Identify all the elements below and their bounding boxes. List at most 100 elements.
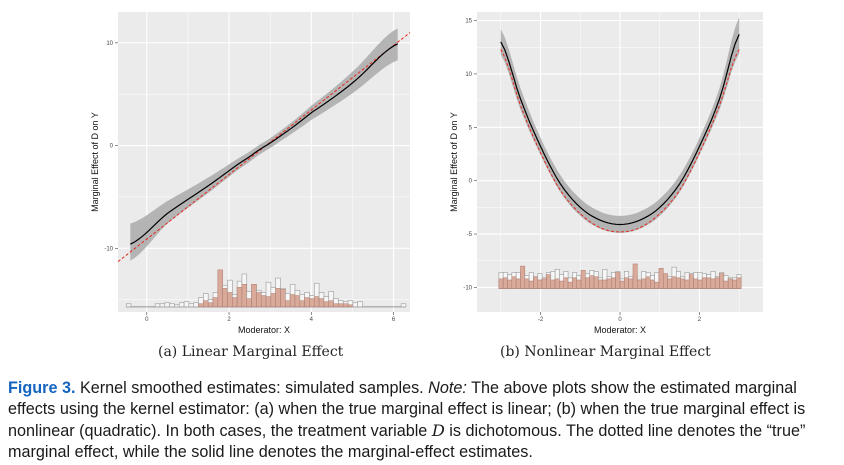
- panel-b-hist-bar-treated: [727, 278, 733, 289]
- panel-b-hist-bar-treated: [650, 279, 655, 289]
- panel-a-estimate-line: [130, 43, 398, 245]
- panel-b-hist-bar-treated: [598, 279, 603, 289]
- panel-a-hist-bar-control: [183, 301, 190, 308]
- panel-a-ytick-label: 0: [110, 144, 114, 150]
- panel-b-hist-bar-treated: [602, 279, 608, 289]
- panel-a-ytick-label: 10: [106, 41, 113, 47]
- panel-a-hist-bar-control: [400, 303, 407, 308]
- panel-b-hist-bar-treated: [563, 277, 569, 289]
- panel-b-hist-bar-treated: [680, 278, 686, 289]
- panel-b-hist-bar-treated: [606, 278, 612, 289]
- caption-text-part2: is dichotomous. The dotted line denotes …: [8, 422, 806, 461]
- panel-a-hist-bar-treated: [212, 297, 219, 308]
- panel-a-hist-bar-control: [164, 302, 170, 308]
- panel-b-hist-bar-treated: [589, 275, 595, 289]
- panel-b-hist-bar-treated: [723, 280, 729, 289]
- panel-a-hist-bar-treated: [241, 284, 248, 308]
- panel-b-ytick-label: -5: [467, 232, 473, 238]
- panel-b-y-axis-title: Marginal Effect of D on Y: [449, 112, 459, 212]
- panel-a-x-axis-title: Moderator: X: [238, 325, 290, 335]
- subcaption-a: (a) Linear Marginal Effect: [158, 344, 344, 360]
- panel-a-hist-bar-treated: [222, 288, 228, 308]
- panel-b-hist-bar-treated: [654, 281, 660, 289]
- panel-b-hist-bar-treated: [520, 265, 526, 289]
- panel-b-hist-bar-treated: [645, 276, 651, 289]
- panel-a-hist-bar-treated: [347, 304, 354, 308]
- panel-a-hist-bar-treated: [338, 303, 344, 308]
- panel-b-xtick-label: -2: [538, 317, 544, 323]
- panel-a-xtick-label: 2: [227, 317, 231, 323]
- panel-a-hist-bar-treated: [270, 293, 276, 308]
- panel-b-hist-bar-treated: [528, 280, 534, 289]
- panel-b-ytick-label: -10: [463, 285, 472, 291]
- panel-b-hist-bar-treated: [697, 279, 703, 289]
- panel-b-hist-bar-treated: [576, 279, 582, 289]
- panel-b-hist-bar-treated: [641, 278, 647, 289]
- panel-b-hist-bar-treated: [546, 274, 552, 289]
- panel-a-hist-bar-treated: [333, 303, 339, 308]
- panel-b-hist-bar-treated: [632, 263, 638, 289]
- figure: 0 2 4 6 -10 0 10 Moderator: X Marginal Effect of…: [90, 12, 763, 335]
- panel-a-hist-bar-treated: [328, 300, 334, 308]
- panel-a-hist-bar-control: [159, 303, 166, 308]
- panel-b-estimate-line: [500, 34, 740, 226]
- panel-b-hist-bar-treated: [675, 277, 681, 289]
- panel-b-xtick-label: 2: [698, 317, 702, 323]
- panel-b-confidence-band: [500, 17, 740, 233]
- panel-a-hist-bar-control: [174, 304, 180, 308]
- panel-a-hist-bar-treated: [289, 294, 296, 308]
- panel-b-hist-bar-treated: [663, 273, 668, 289]
- panel-a-hist-bar-control: [193, 302, 199, 308]
- panel-a-hist-bar-treated: [309, 298, 315, 308]
- panel-a-hist-bar-control: [154, 303, 161, 308]
- panel-a-hist-bar-treated: [314, 296, 320, 308]
- panel-b-hist-bar-treated: [688, 274, 694, 289]
- panel-b-xtick-label: 0: [618, 317, 622, 323]
- panel-b-hist-bar-treated: [714, 277, 720, 289]
- panel-a-y-axis-title: Marginal Effect of D on Y: [90, 112, 100, 212]
- panel-b-hist-bar-treated: [502, 277, 508, 289]
- panel-a-hist-bar-control: [125, 303, 132, 308]
- panel-b-hist-bar-treated: [693, 278, 699, 289]
- panel-a-confidence-band: [130, 28, 398, 261]
- panel-a-hist-bar-treated: [207, 302, 214, 308]
- panel-b-true-effect-line: [500, 49, 740, 233]
- panel-b-hist-bar-treated: [515, 278, 521, 289]
- panel-b-hist-bar-treated: [498, 278, 504, 289]
- panel-a-hist-bar-treated: [227, 292, 233, 308]
- panel-a-ytick-label: -10: [104, 246, 113, 252]
- panel-a-hist-bar-treated: [280, 289, 286, 308]
- panel-b-hist-bar-treated: [585, 277, 590, 289]
- panel-a-hist-bar-control: [352, 302, 358, 308]
- panel-a-hist-bar-treated: [318, 298, 325, 308]
- panel-b-hist-bar-treated: [533, 276, 539, 289]
- panel-b-hist-bar-treated: [572, 277, 577, 289]
- caption-text-part1: The above plots show the estimated margi…: [8, 379, 806, 440]
- panel-a-hist-bar-treated: [256, 292, 262, 308]
- panel-a-hist-bar-treated: [265, 296, 272, 308]
- panel-a-hist-bar-treated: [299, 300, 305, 308]
- panel-b-hist-bar-treated: [706, 277, 712, 289]
- panel-b-hist-bar-treated: [637, 279, 642, 289]
- panel-b-hist-bar-treated: [619, 280, 625, 289]
- panel-a-hist-bar-treated: [203, 300, 209, 308]
- panel-b-hist-bar-treated: [559, 280, 565, 289]
- panel-b-ytick-label: 5: [469, 125, 473, 131]
- figure-label: Figure 3.: [8, 379, 76, 397]
- panel-a-hist-bar-treated: [294, 295, 301, 308]
- panel-b-hist-bar-treated: [671, 276, 677, 289]
- panel-b-hist-bar-treated: [667, 278, 673, 289]
- panel-b-hist-bar-treated: [710, 278, 716, 289]
- panel-a-hist-bar-treated: [217, 269, 223, 308]
- panel-b-hist-bar-treated: [507, 279, 513, 289]
- panel-a-hist-bar-treated: [198, 303, 204, 308]
- panel-b-plot: -2 0 2 -10 -5 0 5 10 15 Moderator: X Marginal Effe…: [449, 12, 763, 335]
- panel-b-hist-bar-treated: [554, 278, 560, 289]
- panel-b-hist-bar-treated: [684, 279, 690, 289]
- panel-b-hist-bar-treated: [624, 277, 629, 289]
- subcaption-b: (b) Nonlinear Marginal Effect: [500, 344, 711, 360]
- panel-b-ytick-label: 10: [465, 72, 472, 78]
- panel-b-hist-bar-treated: [524, 278, 530, 289]
- panel-b-hist-bar-treated: [511, 276, 517, 289]
- panel-a-plot: 0 2 4 6 -10 0 10 Moderator: X Marginal Effect of…: [90, 12, 411, 335]
